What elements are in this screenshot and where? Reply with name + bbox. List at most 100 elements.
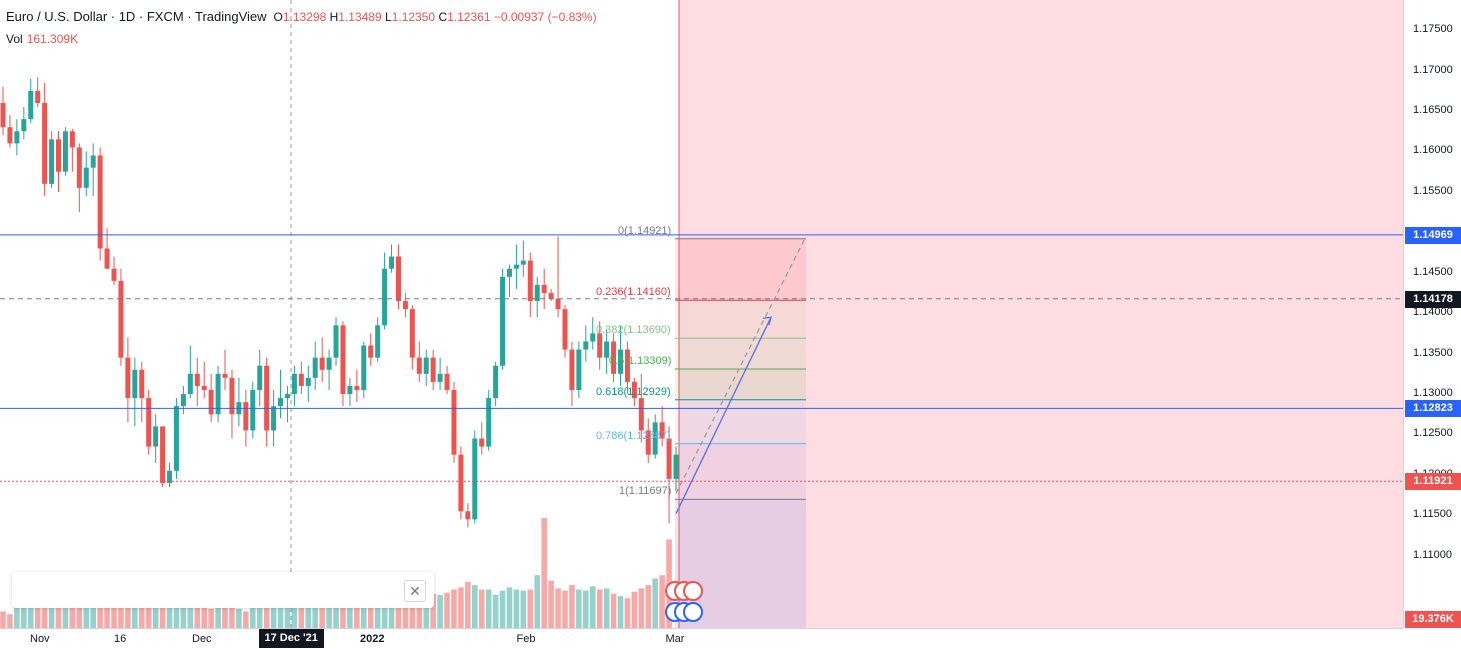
volume-bar (374, 596, 381, 628)
symbol-legend: Euro / U.S. Dollar · 1D · FXCM · Trading… (6, 9, 597, 24)
volume-bar (236, 608, 242, 628)
volume-bar (125, 601, 131, 628)
time-axis-tick: Feb (516, 633, 536, 645)
volume-bar (589, 586, 596, 628)
candle-body (28, 90, 34, 120)
candle-body (222, 373, 228, 378)
volume-bar (194, 600, 201, 628)
candle-body (548, 292, 554, 299)
trend-arrows[interactable] (675, 236, 807, 514)
close-icon[interactable]: ✕ (404, 580, 426, 602)
volume-bar (659, 575, 665, 628)
candle-body (493, 365, 499, 399)
candle-body (21, 119, 27, 132)
trend-arrow-dashed (675, 236, 807, 494)
price-axis-tick: 1.16000 (1413, 144, 1453, 157)
candle-body (479, 438, 485, 447)
candle-body (35, 90, 41, 103)
fib-band (675, 443, 806, 500)
volume-bar (569, 585, 575, 628)
candle-body (368, 345, 374, 358)
candle-body (153, 426, 159, 447)
candle-body (0, 102, 6, 128)
candle-body (402, 301, 408, 310)
candle-body (659, 422, 665, 439)
volume-bar (111, 607, 117, 628)
volume-bar (576, 589, 582, 628)
candle-body (555, 298, 561, 310)
volume-bar (458, 587, 464, 628)
volume-bar (624, 598, 631, 628)
volume-bar (97, 592, 103, 628)
price-axis-tick: 1.17500 (1413, 23, 1453, 36)
symbol-search-popup[interactable]: ✕ (12, 572, 434, 608)
candle-body (652, 422, 658, 455)
candle-body (590, 333, 596, 342)
volume-legend[interactable]: Vol 161.309K (6, 32, 78, 46)
volume-bar (631, 591, 638, 628)
volume-bar (520, 590, 527, 628)
candle-body (132, 369, 138, 399)
candle-body (208, 390, 214, 415)
price-axis[interactable]: 1.17500 1.17000 1.16500 1.16000 1.15500 1.145… (1403, 0, 1461, 628)
symbol-title[interactable]: Euro / U.S. Dollar · 1D · FXCM · Trading… (6, 9, 267, 24)
price-axis-tick: 1.11000 (1413, 548, 1452, 561)
volume-value: 161.309K (26, 32, 79, 46)
candle-body (409, 309, 415, 358)
volume-bar (132, 600, 138, 628)
time-axis-tick: Dec (192, 633, 212, 645)
time-axis[interactable]: Nov 16 Dec 2022 Feb Mar (0, 628, 1403, 649)
volume-bar (104, 604, 110, 628)
trend-arrow-solid (675, 316, 772, 514)
candle-body (347, 385, 353, 395)
volume-bar (0, 611, 6, 628)
candle-body (69, 131, 75, 148)
price-axis-tick: 1.12500 (1413, 427, 1453, 440)
candle-body (264, 365, 270, 431)
high-key: H (329, 10, 339, 24)
candle-body (187, 373, 193, 395)
volume-bar (152, 600, 159, 628)
candle-body (146, 398, 152, 447)
event-flag-icon (683, 602, 703, 622)
candle-body (180, 394, 186, 407)
candle-body (527, 260, 533, 302)
economic-event-flags[interactable] (665, 581, 703, 622)
low-value: 1.12350 (391, 10, 436, 24)
volume-bar (159, 598, 166, 628)
volume-bar (27, 607, 34, 628)
volume-bar (430, 593, 436, 628)
volume-bar (312, 603, 319, 628)
volume-bar (118, 604, 124, 628)
candle-body (437, 373, 443, 382)
time-axis-tick: Mar (665, 633, 685, 645)
candle-body (597, 333, 603, 358)
candle-body (201, 385, 207, 390)
volume-bar (603, 588, 610, 628)
volume-bar (562, 590, 568, 628)
open-key: O (273, 10, 283, 24)
candle-body (486, 398, 492, 447)
volume-bar (610, 593, 617, 628)
candle-body (520, 260, 526, 265)
volume-bar (55, 599, 62, 628)
candle-body (173, 406, 179, 471)
open-value: 1.13298 (282, 10, 327, 24)
volume-bar (263, 604, 270, 628)
fib-band (675, 399, 806, 444)
candle-body (167, 470, 173, 483)
volume-bar (222, 607, 228, 628)
volume-bar (347, 601, 353, 628)
price-tag: 1.14969 (1405, 226, 1461, 244)
crosshair-time-label: 17 Dec '21 (258, 629, 324, 648)
candle-body (361, 345, 367, 390)
volume-bar (173, 595, 180, 628)
candle-body (257, 365, 263, 390)
horizontal-price-lines (0, 234, 1403, 482)
volume-bar (256, 602, 263, 628)
fibonacci-retracement[interactable] (675, 238, 806, 500)
candle-body (125, 357, 131, 399)
volume-bar (513, 589, 520, 628)
price-axis-tick: 1.16500 (1413, 104, 1453, 117)
